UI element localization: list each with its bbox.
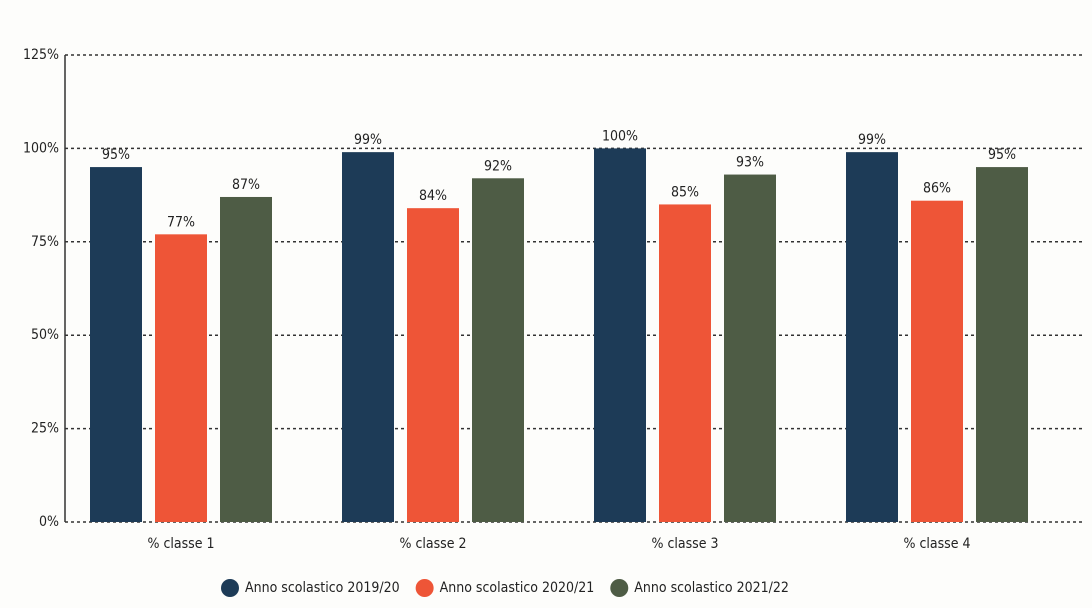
bar <box>155 234 207 522</box>
data-label: 93% <box>736 155 764 171</box>
data-label: 100% <box>602 128 638 144</box>
y-tick-label: 0% <box>39 514 59 530</box>
data-label: 84% <box>419 188 447 204</box>
data-label: 92% <box>484 158 512 174</box>
bar <box>846 152 898 523</box>
data-label: 99% <box>858 132 886 148</box>
x-tick-label: % classe 3 <box>652 536 719 552</box>
x-tick-label: % classe 1 <box>148 536 215 552</box>
bar <box>342 152 394 523</box>
y-tick-label: 75% <box>31 234 59 250</box>
legend-swatch <box>221 579 239 597</box>
y-tick-label: 25% <box>31 421 59 437</box>
bar <box>220 196 272 522</box>
x-tick-label: % classe 2 <box>400 536 467 552</box>
data-label: 95% <box>102 147 130 163</box>
bar <box>724 174 776 522</box>
data-label: 86% <box>923 181 951 197</box>
legend-label: Anno scolastico 2020/21 <box>440 580 595 596</box>
data-label: 99% <box>354 132 382 148</box>
legend-label: Anno scolastico 2019/20 <box>245 580 400 596</box>
y-tick-label: 100% <box>23 140 59 156</box>
legend-swatch <box>610 579 629 597</box>
bar <box>976 167 1028 522</box>
y-tick-label: 50% <box>31 327 59 343</box>
bar <box>911 200 963 523</box>
legend-label: Anno scolastico 2021/22 <box>634 580 789 596</box>
data-label: 77% <box>167 214 195 230</box>
data-label: 95% <box>988 147 1016 163</box>
data-label: 85% <box>671 184 699 200</box>
bar <box>594 148 646 522</box>
x-tick-label: % classe 4 <box>904 536 971 552</box>
y-tick-label: 125% <box>23 47 59 63</box>
data-label: 87% <box>232 177 260 193</box>
legend-swatch <box>415 579 434 597</box>
bar <box>407 208 459 522</box>
bar <box>90 167 142 522</box>
bar <box>659 204 711 522</box>
bar <box>472 178 524 522</box>
